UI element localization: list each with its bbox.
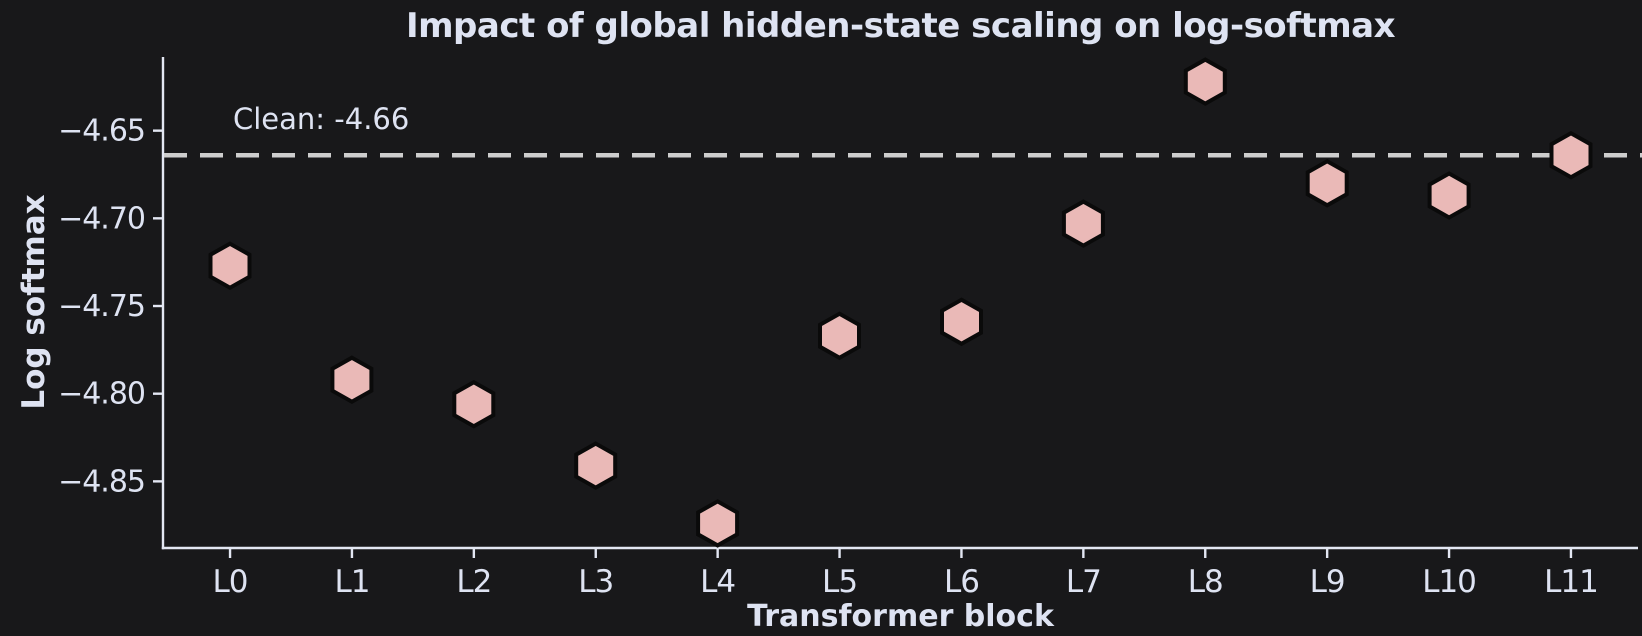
data-point-L8 [1183,57,1227,106]
x-tick-label: L11 [1544,564,1598,600]
data-point-L2 [452,379,496,429]
x-tick-label: L9 [1310,564,1345,600]
y-tick-label: −4.70 [58,201,145,236]
y-tick-label: −4.75 [58,289,145,324]
y-tick-label: −4.85 [58,464,145,499]
clean-reference-label: Clean: -4.66 [233,102,410,136]
y-tick-label: −4.80 [58,377,145,412]
data-point-L7 [1061,199,1105,248]
data-point-L5 [818,311,861,361]
y-axis-label: Log softmax [16,194,52,410]
x-tick-label: L10 [1422,564,1476,600]
data-point-L1 [330,355,374,404]
x-tick-label: L4 [700,564,735,600]
x-tick-label: L6 [944,564,979,600]
x-axis-label: Transformer block [747,599,1054,634]
x-tick-label: L7 [1066,564,1101,600]
data-point-L4 [696,499,740,548]
x-tick-label: L0 [213,564,248,600]
y-tick-label: −4.65 [58,114,145,149]
x-tick-label: L8 [1188,564,1223,600]
data-point-L3 [574,441,618,490]
data-point-L6 [940,297,983,347]
data-point-L10 [1427,171,1471,220]
data-point-L0 [208,241,252,290]
data-point-L11 [1549,130,1593,180]
x-tick-label: L3 [578,564,613,600]
data-point-L9 [1305,159,1349,208]
x-tick-label: L1 [334,564,369,600]
chart-title: Impact of global hidden-state scaling on… [405,6,1396,46]
x-tick-label: L2 [456,564,491,600]
x-tick-label: L5 [822,564,857,600]
